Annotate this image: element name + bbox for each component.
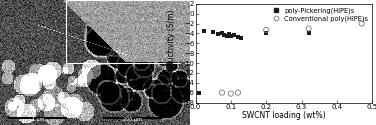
Point bbox=[228, 35, 234, 37]
Point bbox=[226, 33, 232, 35]
Point bbox=[210, 31, 216, 33]
Point bbox=[221, 34, 227, 36]
Point bbox=[306, 28, 312, 30]
Legend: poly-Pickering(HIPE)s, Conventional poly(HIPE)s: poly-Pickering(HIPE)s, Conventional poly… bbox=[268, 7, 369, 23]
Text: 200 μm: 200 μm bbox=[123, 118, 143, 122]
Point bbox=[219, 32, 225, 34]
Point bbox=[202, 30, 208, 32]
Point bbox=[263, 32, 269, 34]
Y-axis label: Log Conductivity (S/m): Log Conductivity (S/m) bbox=[167, 9, 176, 97]
Text: 1 μm: 1 μm bbox=[32, 118, 44, 122]
Point bbox=[235, 36, 241, 38]
Point bbox=[215, 33, 221, 35]
Point bbox=[238, 37, 244, 39]
Point bbox=[224, 35, 230, 37]
Point bbox=[306, 32, 312, 34]
Point bbox=[231, 34, 237, 36]
X-axis label: SWCNT loading (wt%): SWCNT loading (wt%) bbox=[242, 111, 326, 120]
Point bbox=[219, 92, 225, 94]
Point bbox=[196, 92, 202, 94]
Point bbox=[235, 92, 241, 94]
Point bbox=[359, 22, 365, 24]
Point bbox=[228, 93, 234, 95]
Point bbox=[263, 29, 269, 31]
Bar bbox=[67, 0, 190, 62]
